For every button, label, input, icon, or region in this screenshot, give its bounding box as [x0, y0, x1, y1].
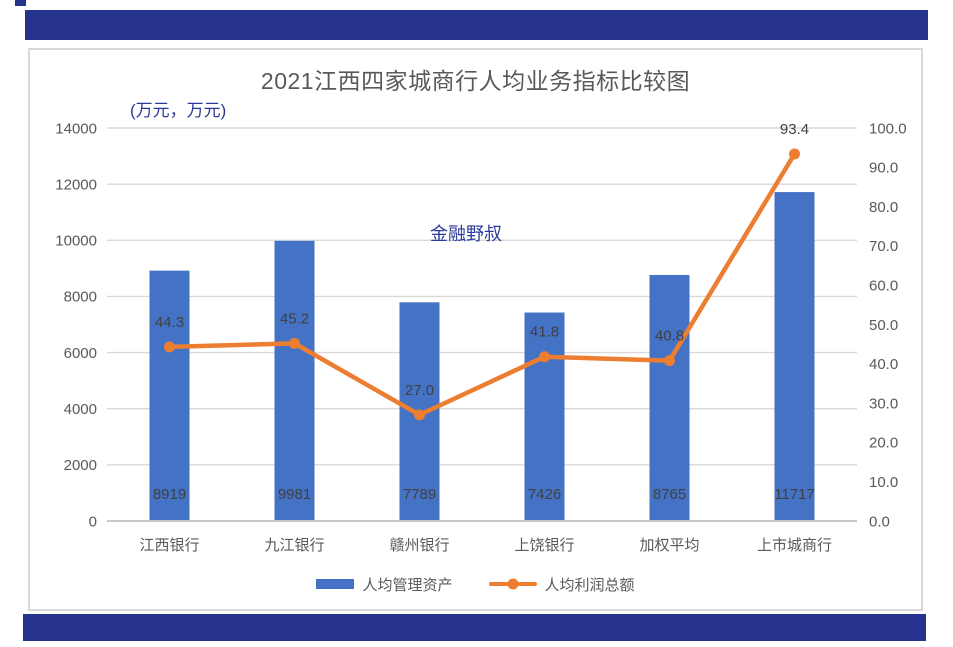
bar: [524, 312, 565, 521]
right-axis-tick-label: 60.0: [869, 277, 898, 294]
category-label: 上市城商行: [757, 537, 832, 554]
legend-line-label: 人均利润总额: [544, 576, 635, 594]
category-label: 江西银行: [139, 537, 199, 554]
right-axis-tick-label: 100.0: [869, 120, 907, 137]
right-axis-tick-label: 10.0: [869, 474, 898, 491]
right-axis-tick-label: 80.0: [869, 199, 898, 216]
top-banner: [25, 10, 928, 40]
left-axis-tick-label: 0: [89, 513, 97, 530]
bar-value-label: 8919: [153, 486, 186, 503]
left-axis-tick-label: 8000: [64, 289, 97, 306]
chart-title: 2021江西四家城商行人均业务指标比较图: [260, 68, 691, 94]
line-value-label: 45.2: [280, 310, 309, 327]
bar: [774, 192, 815, 521]
right-axis-tick-label: 30.0: [869, 395, 898, 412]
bar: [149, 270, 190, 521]
line-marker: [539, 351, 550, 363]
line-value-label: 93.4: [780, 121, 809, 138]
bar-value-label: 7789: [403, 486, 436, 503]
category-label: 赣州银行: [389, 537, 449, 554]
right-axis-tick-label: 20.0: [869, 435, 898, 452]
line-value-label: 40.8: [655, 328, 684, 345]
right-axis-tick-label: 0.0: [869, 513, 890, 530]
combo-chart: 0 2000 4000 6000 8000 10000 12000 14000 0.0 10.0 2…: [55, 120, 907, 554]
left-axis-tick-label: 14000: [55, 120, 97, 137]
left-axis-tick-label: 4000: [64, 401, 97, 418]
corner-accent-bar: [15, 0, 26, 6]
line-value-label: 27.0: [405, 382, 434, 399]
bottom-banner: [23, 614, 926, 641]
line-value-label: 41.8: [530, 324, 559, 341]
line-series: [167, 151, 797, 418]
bar-swatch-icon: [316, 579, 355, 589]
line-swatch-icon: [488, 578, 537, 590]
category-label: 九江银行: [264, 537, 324, 554]
left-axis-tick-label: 10000: [55, 233, 97, 250]
bar-value-label: 7426: [528, 486, 561, 503]
chart-card: 0 2000 4000 6000 8000 10000 12000 14000 0.0 10.0 2…: [28, 48, 923, 611]
right-axis-tick-label: 90.0: [869, 160, 898, 177]
watermark-text: 金融野叔: [430, 224, 502, 244]
line-marker: [789, 148, 800, 160]
bar-value-label: 11717: [774, 486, 815, 503]
legend-item-bar: 人均管理资产: [316, 574, 453, 595]
legend-item-line: 人均利润总额: [488, 574, 635, 595]
line-marker-icon: [507, 578, 518, 590]
bar-value-label: 9981: [278, 486, 311, 503]
line-marker: [289, 337, 300, 349]
category-label: 加权平均: [639, 537, 699, 554]
chart-legend: 人均管理资产 人均利润总额: [30, 571, 921, 597]
line-marker: [414, 409, 425, 421]
bar-value-label: 8765: [653, 486, 686, 503]
axis-units-label: (万元，万元): [130, 101, 227, 120]
bar: [649, 274, 690, 521]
right-axis-tick-label: 50.0: [869, 317, 898, 334]
legend-bar-label: 人均管理资产: [362, 576, 453, 594]
right-axis-tick-label: 40.0: [869, 356, 898, 373]
line-value-label: 44.3: [155, 314, 184, 331]
line-marker: [664, 355, 675, 367]
bar: [274, 240, 315, 521]
right-axis-tick-label: 70.0: [869, 238, 898, 255]
left-axis-tick-label: 6000: [64, 345, 97, 362]
category-label: 上饶银行: [514, 537, 574, 554]
line-marker: [164, 341, 175, 353]
left-axis-tick-label: 12000: [55, 176, 97, 193]
left-axis-tick-label: 2000: [64, 457, 97, 474]
